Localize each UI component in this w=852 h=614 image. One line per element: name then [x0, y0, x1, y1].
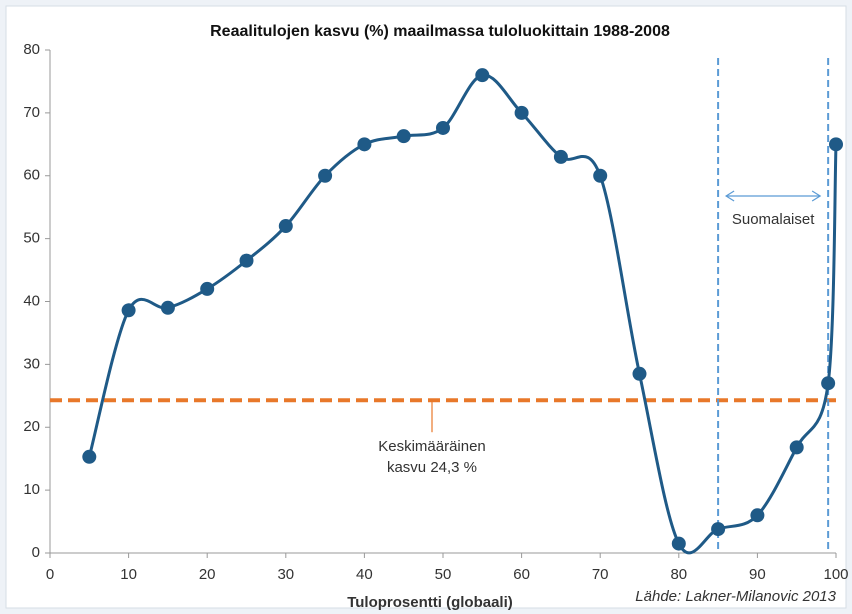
x-tick-label: 10 [120, 566, 137, 583]
x-tick-label: 90 [749, 566, 766, 583]
x-tick-label: 100 [823, 566, 848, 583]
data-point [436, 120, 450, 135]
source: Lähde: Lakner-Milanovic 2013 [635, 588, 836, 605]
x-tick-label: 80 [670, 566, 687, 583]
data-point [82, 449, 97, 464]
x-tick-label: 50 [435, 566, 452, 583]
data-point [160, 300, 175, 315]
x-tick-label: 20 [199, 566, 216, 583]
x-tick-label: 60 [513, 566, 530, 583]
x-tick-label: 30 [277, 566, 294, 583]
x-tick-label: 0 [46, 566, 54, 583]
y-tick-label: 70 [23, 104, 40, 121]
chart-title: Reaalitulojen kasvu (%) maailmassa tulol… [210, 23, 670, 40]
average-label: kasvu 24,3 % [387, 459, 477, 476]
data-point [671, 536, 686, 551]
data-point [121, 303, 136, 318]
y-tick-label: 0 [32, 544, 40, 561]
data-point [821, 376, 836, 391]
y-tick-label: 10 [23, 481, 40, 498]
data-point [553, 149, 568, 164]
arrow-head [724, 190, 735, 202]
y-tick-label: 30 [23, 355, 40, 372]
data-point [789, 440, 804, 455]
y-tick-label: 40 [23, 292, 40, 309]
y-tick-label: 80 [23, 41, 40, 58]
data-point [750, 508, 765, 523]
data-point [632, 366, 647, 381]
data-point [514, 105, 529, 120]
average-label: Keskimääräinen [378, 438, 486, 455]
data-point [475, 68, 490, 83]
x-tick-label: 70 [592, 566, 609, 583]
data-point [357, 137, 372, 152]
x-tick-label: 40 [356, 566, 373, 583]
x-axis-label: Tuloprosentti (globaali) [347, 594, 513, 611]
plot-frame [5, 5, 847, 609]
data-point [711, 522, 726, 537]
data-point [593, 168, 608, 183]
data-point [278, 219, 293, 234]
arrow-head [811, 190, 822, 202]
range-label: Suomalaiset [732, 211, 815, 228]
y-tick-label: 60 [23, 167, 40, 184]
data-point [318, 168, 333, 183]
data-point [396, 129, 411, 144]
data-point [829, 137, 843, 152]
data-point [200, 281, 215, 296]
data-point [239, 253, 254, 268]
y-tick-label: 20 [23, 418, 40, 435]
y-tick-label: 50 [23, 230, 40, 247]
